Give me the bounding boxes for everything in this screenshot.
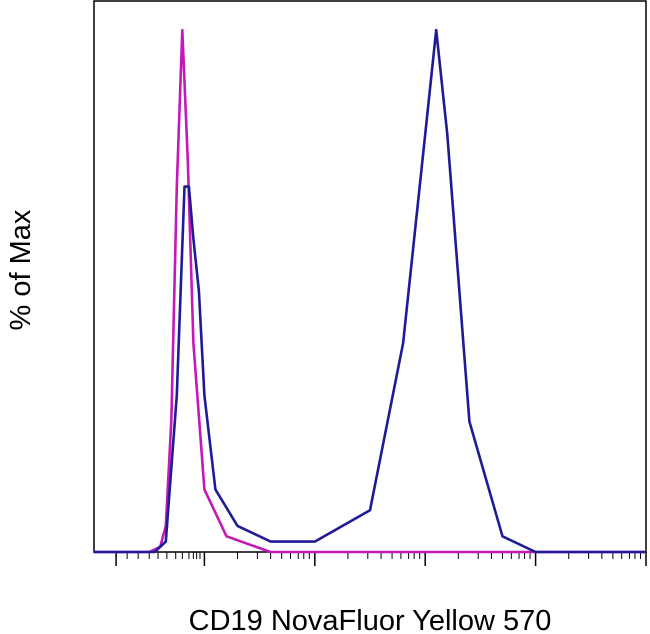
plot-frame: [93, 0, 647, 553]
x-axis-ticks: [115, 552, 647, 566]
y-axis-title: % of Max: [5, 209, 37, 330]
series-line-2: [94, 28, 646, 554]
x-axis-title: CD19 NovaFluor Yellow 570: [189, 605, 552, 634]
series-line-1: [94, 28, 646, 554]
series-layer: [94, 28, 646, 554]
